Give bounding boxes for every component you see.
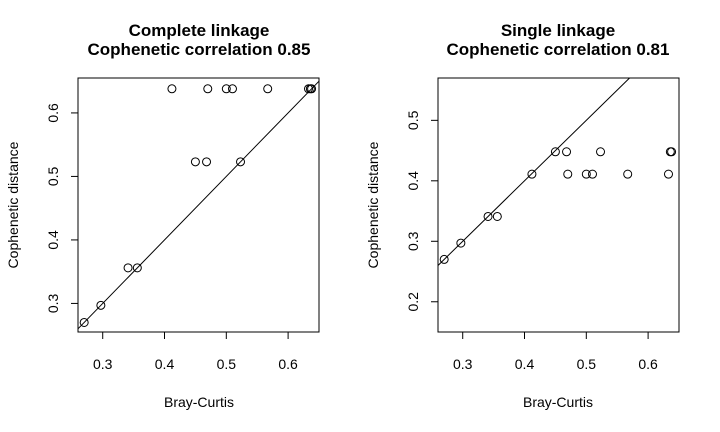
y-tick-label: 0.5 <box>405 110 421 130</box>
data-point <box>167 84 177 94</box>
data-point <box>439 254 449 264</box>
y-tick-label: 0.3 <box>405 231 421 251</box>
y-tick-label: 0.4 <box>45 230 61 250</box>
data-point <box>483 211 493 221</box>
panel-subtitle: Cophenetic correlation 0.85 <box>88 40 311 59</box>
data-point <box>456 238 466 248</box>
x-axis-label: Bray-Curtis <box>164 394 234 410</box>
data-point <box>562 147 572 157</box>
panel-single-linkage: Single linkage Cophenetic correlation 0.… <box>365 21 680 410</box>
data-point <box>527 169 537 179</box>
data-point <box>123 263 133 273</box>
y-tick-label: 0.6 <box>45 103 61 123</box>
x-tick-label: 0.4 <box>155 356 175 372</box>
x-tick-label: 0.4 <box>515 356 535 372</box>
data-point <box>202 157 212 167</box>
panel-subtitle: Cophenetic correlation 0.81 <box>447 40 670 59</box>
plot-frame <box>77 77 320 333</box>
data-point <box>550 147 560 157</box>
data-point <box>587 169 597 179</box>
reference-line <box>437 77 630 266</box>
data-point <box>667 147 677 157</box>
panel-complete-linkage: Complete linkage Cophenetic correlation … <box>5 21 320 410</box>
y-axis-label: Cophenetic distance <box>365 141 381 268</box>
x-tick-label: 0.6 <box>638 356 658 372</box>
data-point <box>132 263 142 273</box>
panel-title: Complete linkage <box>129 21 270 40</box>
y-tick-label: 0.4 <box>405 171 421 191</box>
data-point <box>492 211 502 221</box>
x-tick-label: 0.5 <box>217 356 237 372</box>
data-point <box>596 147 606 157</box>
y-tick-label: 0.2 <box>405 292 421 312</box>
data-point <box>79 317 89 327</box>
y-tick-label: 0.3 <box>45 293 61 313</box>
x-tick-label: 0.5 <box>577 356 597 372</box>
panel-title: Single linkage <box>501 21 615 40</box>
reference-line <box>77 80 320 330</box>
x-tick-label: 0.3 <box>453 356 473 372</box>
data-point <box>581 169 591 179</box>
data-point <box>190 157 200 167</box>
x-axis-label: Bray-Curtis <box>523 394 593 410</box>
data-point <box>236 157 246 167</box>
plot-frame <box>437 77 680 333</box>
y-axis-label: Cophenetic distance <box>5 141 21 268</box>
data-point <box>227 84 237 94</box>
data-point <box>307 84 317 94</box>
data-point <box>263 84 273 94</box>
data-point <box>96 300 106 310</box>
x-tick-label: 0.6 <box>278 356 298 372</box>
data-point <box>623 169 633 179</box>
data-point <box>663 169 673 179</box>
data-point <box>221 84 231 94</box>
data-point <box>563 169 573 179</box>
x-tick-label: 0.3 <box>93 356 113 372</box>
data-point <box>203 84 213 94</box>
y-tick-label: 0.5 <box>45 166 61 186</box>
